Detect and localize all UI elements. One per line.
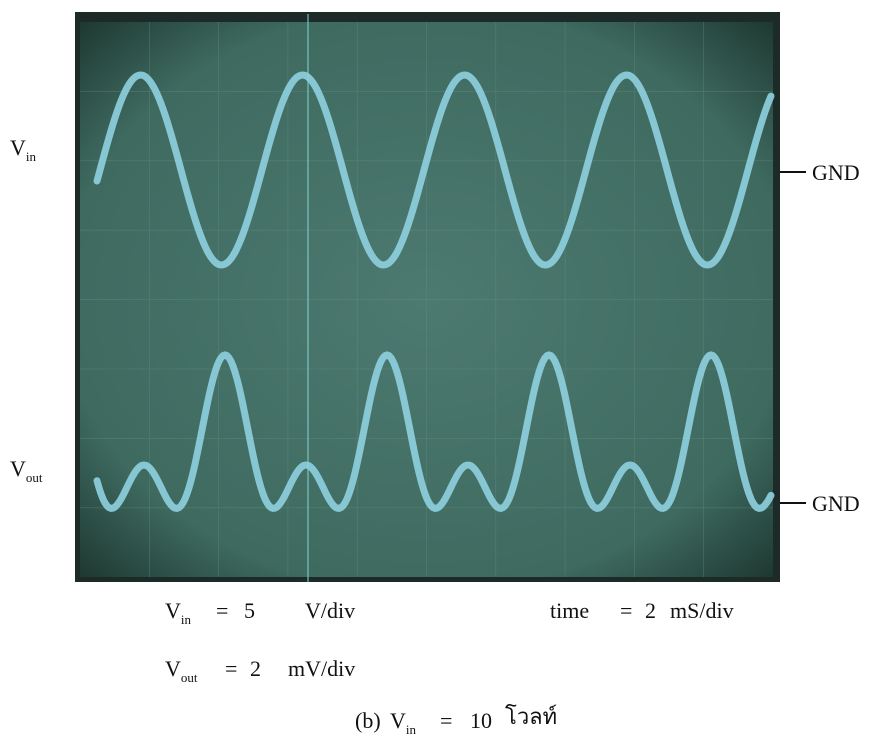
unit: mS/div: [670, 598, 734, 623]
symbol: V: [390, 708, 406, 733]
subscript: in: [25, 149, 37, 164]
vout-trace: [93, 351, 775, 513]
symbol: V: [10, 135, 26, 160]
unit: V/div: [305, 598, 356, 623]
vin-trace: [93, 71, 775, 269]
unit: โวลท์: [505, 704, 558, 729]
gnd-label: GND: [812, 160, 860, 185]
label: time: [550, 598, 590, 623]
setting: Vin: [165, 598, 192, 627]
setting: Vout: [165, 656, 198, 685]
subscript: out: [25, 470, 43, 485]
equals: =: [620, 598, 633, 623]
value: 10: [470, 708, 492, 733]
subscript: out: [180, 670, 198, 685]
value: 5: [244, 598, 255, 623]
equals: =: [225, 656, 238, 681]
subscript: in: [180, 612, 192, 627]
subscript: in: [405, 722, 417, 737]
gnd-label: GND: [812, 491, 860, 516]
unit: mV/div: [288, 656, 356, 681]
symbol: V: [10, 456, 26, 481]
symbol: V: [165, 656, 181, 681]
equals: =: [440, 708, 453, 733]
value: 2: [645, 598, 656, 623]
caption-prefix: (b): [355, 708, 381, 733]
channel-label: Vin: [10, 135, 37, 164]
value: 2: [250, 656, 261, 681]
caption-symbol: Vin: [390, 708, 417, 737]
channel-label: Vout: [10, 456, 43, 485]
symbol: V: [165, 598, 181, 623]
equals: =: [216, 598, 229, 623]
